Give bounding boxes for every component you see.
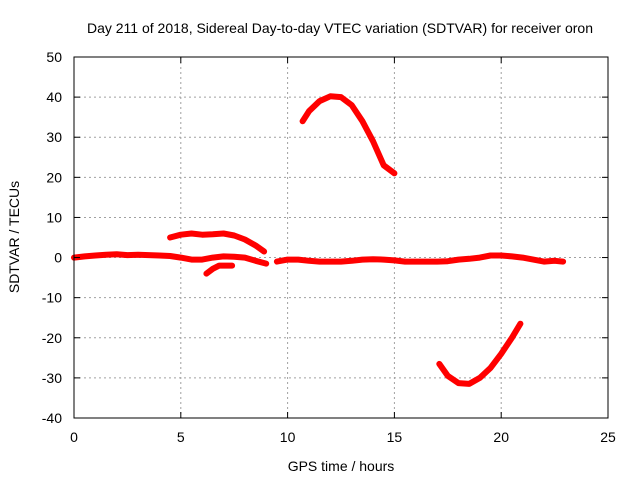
- x-tick-label: 15: [387, 429, 403, 445]
- y-tick-label: 50: [46, 49, 62, 65]
- axis-ticks: 0 5 10 15 20 25 -40 -30 -20 -10 0 10 20 30 40 50: [42, 49, 616, 445]
- chart-title: Day 211 of 2018, Sidereal Day-to-day VTE…: [87, 20, 593, 36]
- x-tick-label: 0: [70, 429, 78, 445]
- x-tick-label: 20: [493, 429, 509, 445]
- grid-lines: [74, 57, 608, 418]
- y-tick-label: -40: [42, 410, 62, 426]
- y-tick-label: 30: [46, 129, 62, 145]
- data-series: [71, 93, 567, 387]
- series-hook-left: [203, 262, 236, 277]
- x-tick-label: 5: [177, 429, 185, 445]
- y-tick-label: -20: [42, 330, 62, 346]
- y-tick-label: 10: [46, 209, 62, 225]
- series-baseline-2: [273, 252, 567, 265]
- plot-frame: [73, 56, 609, 419]
- series-hump-top: [299, 93, 398, 177]
- y-tick-label: -10: [42, 290, 62, 306]
- y-tick-label: 40: [46, 89, 62, 105]
- x-tick-label: 10: [280, 429, 296, 445]
- y-tick-label: 0: [54, 250, 62, 266]
- y-axis-label: SDTVAR / TECUs: [6, 181, 22, 293]
- series-baseline-1: [71, 251, 270, 267]
- series-valley-bottom: [436, 320, 524, 387]
- x-axis-label: GPS time / hours: [288, 458, 395, 474]
- x-tick-label: 25: [600, 429, 616, 445]
- y-tick-label: 20: [46, 169, 62, 185]
- series-arc-left: [167, 230, 268, 255]
- y-tick-label: -30: [42, 370, 62, 386]
